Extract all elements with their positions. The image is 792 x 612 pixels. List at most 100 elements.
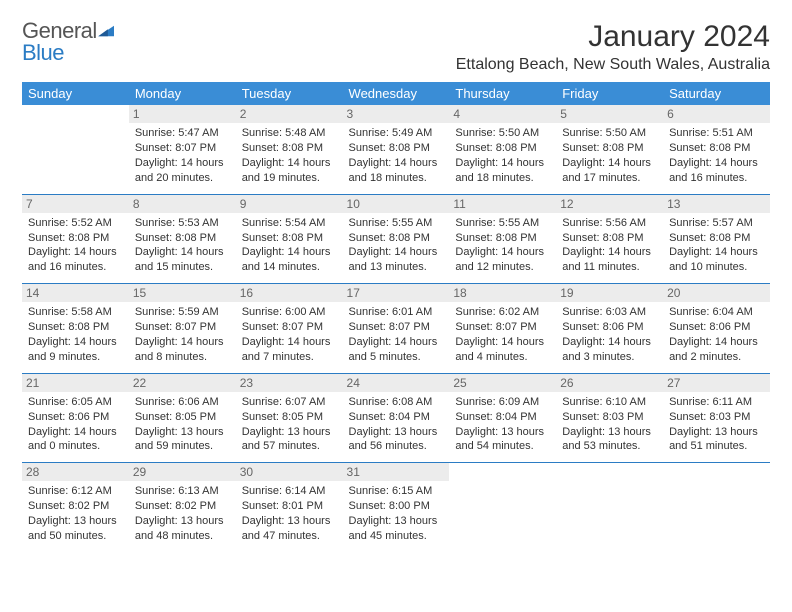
daylight-text: Daylight: 13 hours and 51 minutes. [669, 425, 764, 455]
logo: GeneralBlue [22, 20, 116, 64]
triangle-icon [98, 20, 116, 42]
daylight-text: Daylight: 14 hours and 19 minutes. [242, 156, 337, 186]
daylight-text: Daylight: 14 hours and 16 minutes. [28, 245, 123, 275]
sunset-text: Sunset: 8:08 PM [28, 320, 123, 335]
day-number: 12 [556, 195, 663, 213]
calendar-day-cell: 8Sunrise: 5:53 AMSunset: 8:08 PMDaylight… [129, 194, 236, 284]
daylight-text: Daylight: 13 hours and 47 minutes. [242, 514, 337, 544]
sunrise-text: Sunrise: 5:58 AM [28, 305, 123, 320]
sunrise-text: Sunrise: 5:53 AM [135, 216, 230, 231]
day-number: 7 [22, 195, 129, 213]
sunset-text: Sunset: 8:08 PM [242, 141, 337, 156]
calendar-day-cell: 15Sunrise: 5:59 AMSunset: 8:07 PMDayligh… [129, 284, 236, 374]
header: GeneralBlue January 2024 Ettalong Beach,… [22, 20, 770, 74]
sunrise-text: Sunrise: 6:09 AM [455, 395, 550, 410]
sunset-text: Sunset: 8:08 PM [28, 231, 123, 246]
day-number: 18 [449, 284, 556, 302]
sunrise-text: Sunrise: 5:55 AM [455, 216, 550, 231]
sunrise-text: Sunrise: 6:10 AM [562, 395, 657, 410]
daylight-text: Daylight: 14 hours and 16 minutes. [669, 156, 764, 186]
day-number: 28 [22, 463, 129, 481]
sunset-text: Sunset: 8:03 PM [669, 410, 764, 425]
daylight-text: Daylight: 14 hours and 8 minutes. [135, 335, 230, 365]
sunset-text: Sunset: 8:02 PM [28, 499, 123, 514]
weekday-header: Tuesday [236, 82, 343, 105]
sunrise-text: Sunrise: 6:04 AM [669, 305, 764, 320]
calendar-day-cell: 21Sunrise: 6:05 AMSunset: 8:06 PMDayligh… [22, 373, 129, 463]
sunset-text: Sunset: 8:05 PM [242, 410, 337, 425]
sunrise-text: Sunrise: 5:48 AM [242, 126, 337, 141]
daylight-text: Daylight: 13 hours and 50 minutes. [28, 514, 123, 544]
calendar-day-cell: 19Sunrise: 6:03 AMSunset: 8:06 PMDayligh… [556, 284, 663, 374]
sunset-text: Sunset: 8:05 PM [135, 410, 230, 425]
daylight-text: Daylight: 14 hours and 12 minutes. [455, 245, 550, 275]
weekday-header: Sunday [22, 82, 129, 105]
calendar-week-row: 1Sunrise: 5:47 AMSunset: 8:07 PMDaylight… [22, 105, 770, 194]
daylight-text: Daylight: 14 hours and 11 minutes. [562, 245, 657, 275]
calendar-table: Sunday Monday Tuesday Wednesday Thursday… [22, 82, 770, 552]
sunrise-text: Sunrise: 5:55 AM [349, 216, 444, 231]
weekday-header: Friday [556, 82, 663, 105]
sunrise-text: Sunrise: 6:13 AM [135, 484, 230, 499]
day-number: 4 [449, 105, 556, 123]
daylight-text: Daylight: 14 hours and 5 minutes. [349, 335, 444, 365]
calendar-day-cell: 1Sunrise: 5:47 AMSunset: 8:07 PMDaylight… [129, 105, 236, 194]
calendar-day-cell: 3Sunrise: 5:49 AMSunset: 8:08 PMDaylight… [343, 105, 450, 194]
daylight-text: Daylight: 14 hours and 9 minutes. [28, 335, 123, 365]
sunrise-text: Sunrise: 6:03 AM [562, 305, 657, 320]
sunrise-text: Sunrise: 5:59 AM [135, 305, 230, 320]
sunset-text: Sunset: 8:01 PM [242, 499, 337, 514]
sunset-text: Sunset: 8:08 PM [349, 141, 444, 156]
calendar-week-row: 21Sunrise: 6:05 AMSunset: 8:06 PMDayligh… [22, 373, 770, 463]
calendar-day-cell: 12Sunrise: 5:56 AMSunset: 8:08 PMDayligh… [556, 194, 663, 284]
sunset-text: Sunset: 8:07 PM [349, 320, 444, 335]
sunset-text: Sunset: 8:08 PM [135, 231, 230, 246]
sunset-text: Sunset: 8:08 PM [669, 141, 764, 156]
sunset-text: Sunset: 8:08 PM [669, 231, 764, 246]
daylight-text: Daylight: 13 hours and 48 minutes. [135, 514, 230, 544]
day-number: 15 [129, 284, 236, 302]
day-number: 14 [22, 284, 129, 302]
sunset-text: Sunset: 8:08 PM [349, 231, 444, 246]
daylight-text: Daylight: 13 hours and 54 minutes. [455, 425, 550, 455]
calendar-day-cell [663, 463, 770, 552]
sunrise-text: Sunrise: 6:00 AM [242, 305, 337, 320]
calendar-week-row: 28Sunrise: 6:12 AMSunset: 8:02 PMDayligh… [22, 463, 770, 552]
day-number: 2 [236, 105, 343, 123]
sunrise-text: Sunrise: 5:52 AM [28, 216, 123, 231]
calendar-day-cell: 16 Sunrise: 6:00 AMSunset: 8:07 PMDayligh… [236, 284, 343, 374]
sunrise-text: Sunrise: 6:01 AM [349, 305, 444, 320]
calendar-day-cell: 27Sunrise: 6:11 AMSunset: 8:03 PMDayligh… [663, 373, 770, 463]
daylight-text: Daylight: 14 hours and 18 minutes. [349, 156, 444, 186]
day-number: 19 [556, 284, 663, 302]
sunset-text: Sunset: 8:08 PM [242, 231, 337, 246]
calendar-day-cell: 28Sunrise: 6:12 AMSunset: 8:02 PMDayligh… [22, 463, 129, 552]
calendar-day-cell: 2 Sunrise: 5:48 AMSunset: 8:08 PMDaylight… [236, 105, 343, 194]
daylight-text: Daylight: 14 hours and 4 minutes. [455, 335, 550, 365]
sunset-text: Sunset: 8:07 PM [135, 141, 230, 156]
calendar-day-cell: 20Sunrise: 6:04 AMSunset: 8:06 PMDayligh… [663, 284, 770, 374]
sunset-text: Sunset: 8:08 PM [455, 231, 550, 246]
day-number: 16 [236, 284, 343, 302]
daylight-text: Daylight: 14 hours and 7 minutes. [242, 335, 337, 365]
day-number: 10 [343, 195, 450, 213]
location: Ettalong Beach, New South Wales, Austral… [456, 56, 770, 74]
day-number: 3 [343, 105, 450, 123]
daylight-text: Daylight: 13 hours and 56 minutes. [349, 425, 444, 455]
daylight-text: Daylight: 14 hours and 0 minutes. [28, 425, 123, 455]
sunset-text: Sunset: 8:07 PM [242, 320, 337, 335]
daylight-text: Daylight: 14 hours and 14 minutes. [242, 245, 337, 275]
day-number: 26 [556, 374, 663, 392]
sunrise-text: Sunrise: 6:06 AM [135, 395, 230, 410]
daylight-text: Daylight: 13 hours and 53 minutes. [562, 425, 657, 455]
day-number: 11 [449, 195, 556, 213]
sunrise-text: Sunrise: 6:07 AM [242, 395, 337, 410]
daylight-text: Daylight: 14 hours and 3 minutes. [562, 335, 657, 365]
sunrise-text: Sunrise: 6:11 AM [669, 395, 764, 410]
calendar-day-cell: 30Sunrise: 6:14 AMSunset: 8:01 PMDayligh… [236, 463, 343, 552]
calendar-day-cell: 11 Sunrise: 5:55 AMSunset: 8:08 PMDayligh… [449, 194, 556, 284]
calendar-day-cell: 24Sunrise: 6:08 AMSunset: 8:04 PMDayligh… [343, 373, 450, 463]
daylight-text: Daylight: 13 hours and 57 minutes. [242, 425, 337, 455]
title-block: January 2024 Ettalong Beach, New South W… [456, 20, 770, 74]
day-number: 25 [449, 374, 556, 392]
